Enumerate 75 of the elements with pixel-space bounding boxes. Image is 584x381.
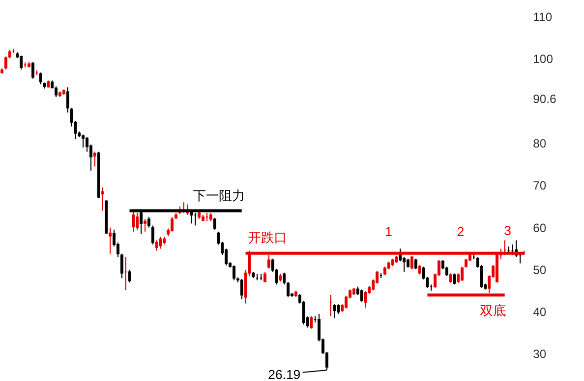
candlestick — [232, 265, 236, 281]
candlestick — [460, 266, 464, 282]
y-tick-label: 30 — [533, 347, 547, 362]
candlestick — [278, 273, 282, 282]
candlestick — [24, 62, 27, 68]
candlestick — [97, 151, 100, 199]
y-tick-label: 100 — [533, 52, 554, 66]
series-label: 双底 — [480, 303, 506, 318]
candlestick — [39, 72, 42, 85]
candlestick — [120, 253, 124, 279]
candlestick — [101, 187, 104, 212]
candlestick — [46, 80, 50, 88]
candlestick — [93, 151, 96, 167]
candlestick — [31, 61, 34, 80]
candlestick — [159, 236, 162, 250]
candlestick — [310, 316, 313, 330]
candlestick — [453, 273, 456, 285]
candlestick — [260, 273, 263, 281]
candlestick — [329, 294, 332, 317]
candlestick — [464, 258, 468, 268]
candlestick — [213, 217, 216, 230]
candlestick — [0, 68, 4, 74]
candlestick — [449, 273, 452, 284]
y-tick-label: 40 — [533, 305, 547, 320]
annotation: 3 — [504, 223, 512, 238]
candlestick — [12, 48, 15, 54]
candlestick — [108, 227, 112, 254]
candlestick — [391, 258, 394, 266]
candlestick — [66, 86, 70, 114]
candlestick — [170, 216, 174, 232]
candlestick — [202, 214, 204, 222]
candlestick — [82, 134, 85, 148]
candlestick — [252, 271, 255, 279]
candlestick — [240, 278, 244, 300]
candlestick — [380, 272, 382, 279]
candlestick — [209, 212, 212, 222]
candlestick — [205, 212, 208, 222]
candlestick — [418, 264, 422, 275]
candlestick — [104, 200, 108, 234]
candlestick — [43, 82, 46, 90]
y-tick-label: 80 — [533, 136, 547, 150]
y-tick-label: 60 — [533, 220, 547, 235]
candlestick — [507, 246, 510, 254]
candlestick — [144, 218, 146, 232]
candlestick — [198, 210, 201, 220]
candlestick — [124, 256, 128, 290]
candlestick — [333, 304, 336, 319]
series-label: 开跌口 — [248, 230, 287, 245]
candlestick — [35, 70, 38, 76]
candlestick — [28, 61, 30, 68]
candlestick — [352, 287, 356, 296]
candlestick — [136, 212, 139, 230]
candlestick — [360, 289, 364, 302]
candlestick — [263, 271, 266, 283]
annotation: 26.19 — [268, 367, 301, 381]
candlestick — [336, 304, 340, 314]
annotation: 2 — [457, 224, 464, 239]
candlestick — [162, 236, 166, 245]
y-tick-label: 110 — [533, 10, 552, 24]
candlestick — [62, 88, 66, 96]
y-tick-label: 50 — [533, 262, 547, 277]
candlestick — [406, 258, 410, 268]
candlestick — [151, 224, 154, 245]
y-tick-label: 70 — [533, 178, 547, 193]
annotation: 1 — [385, 224, 392, 239]
candlestick — [174, 212, 178, 220]
y-tick-label: 90.6 — [533, 92, 557, 106]
series-label: 下一阻力 — [193, 188, 245, 203]
candlestick — [294, 290, 298, 298]
candlestick — [58, 90, 62, 98]
candlestick — [155, 240, 158, 252]
candlestick — [132, 210, 135, 232]
candlestick — [256, 273, 259, 281]
candlestick — [147, 216, 150, 228]
candlestick — [128, 269, 132, 283]
